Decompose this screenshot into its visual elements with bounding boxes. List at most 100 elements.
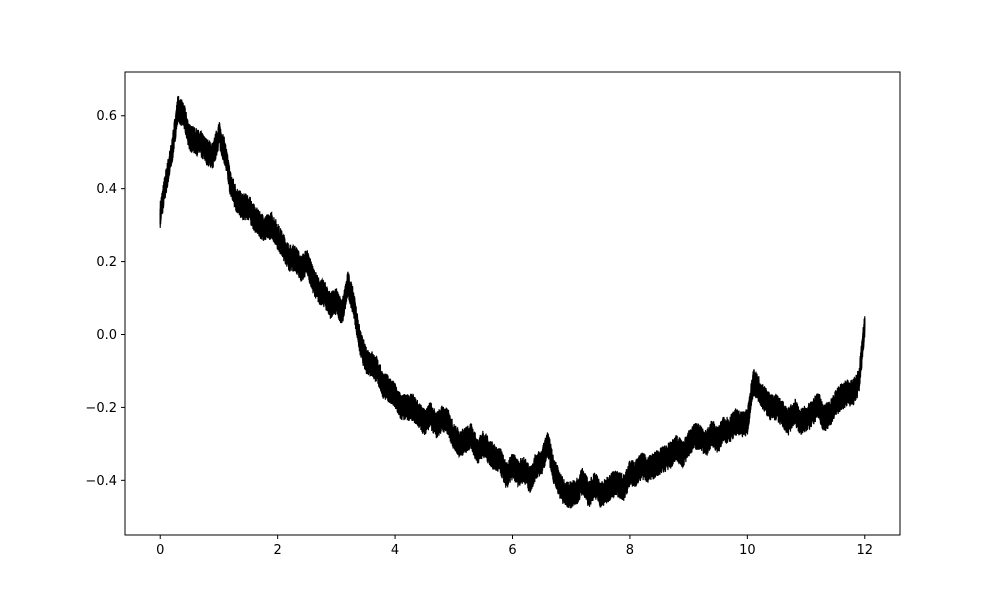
data-point — [159, 213, 162, 215]
data-point — [775, 406, 778, 409]
data-point — [740, 424, 743, 427]
x-tick-label: 12 — [856, 543, 873, 558]
data-point — [376, 370, 379, 372]
data-point — [799, 421, 801, 423]
series-layer — [159, 95, 866, 509]
y-tick-label: 0.2 — [96, 255, 117, 270]
data-point — [341, 311, 344, 314]
data-point — [452, 435, 455, 438]
data-point — [400, 406, 402, 409]
data-point — [294, 257, 297, 259]
data-point — [364, 359, 367, 361]
data-point — [629, 472, 631, 474]
data-point — [259, 224, 261, 226]
data-point — [394, 395, 396, 398]
data-point — [218, 133, 220, 135]
data-point — [476, 450, 479, 452]
data-point — [171, 151, 173, 154]
data-point — [499, 461, 502, 463]
data-point — [206, 151, 208, 154]
data-point — [523, 468, 526, 471]
data-point — [617, 483, 619, 485]
data-point — [681, 453, 684, 456]
data-point — [593, 483, 596, 485]
data-point — [470, 435, 473, 438]
data-point — [670, 453, 672, 456]
data-point — [288, 257, 291, 259]
data-point — [282, 246, 285, 248]
y-tick-label: 0.6 — [96, 109, 117, 124]
data-point — [423, 421, 426, 423]
data-point — [388, 388, 391, 390]
data-point — [317, 289, 320, 292]
data-point — [429, 413, 432, 416]
data-point — [194, 140, 197, 143]
data-point — [734, 421, 737, 423]
data-point — [758, 388, 760, 390]
y-tick-label: −0.2 — [85, 401, 117, 416]
data-point — [834, 402, 837, 405]
y-axis: −0.4 −0.2 0.0 0.2 0.4 0.6 — [85, 109, 125, 489]
data-point — [335, 300, 338, 303]
data-point — [811, 413, 813, 416]
data-point — [464, 439, 467, 442]
data-point — [846, 392, 848, 394]
data-point — [406, 406, 408, 409]
data-point — [787, 421, 790, 423]
data-point — [746, 421, 749, 423]
data-point — [634, 472, 637, 474]
data-point — [488, 450, 490, 452]
data-point — [417, 413, 420, 416]
data-point — [558, 483, 561, 485]
data-point — [517, 472, 520, 474]
x-tick-label: 4 — [391, 543, 399, 558]
data-point — [717, 439, 719, 442]
data-point — [699, 435, 702, 438]
data-point — [494, 457, 496, 460]
data-point — [306, 260, 308, 263]
data-point — [863, 322, 866, 325]
data-point — [458, 443, 461, 445]
data-point — [323, 293, 326, 296]
x-tick-label: 2 — [274, 543, 282, 558]
data-point — [599, 494, 602, 496]
x-tick-label: 8 — [626, 543, 634, 558]
data-point — [611, 483, 614, 485]
data-point — [652, 464, 655, 467]
data-point — [623, 486, 625, 489]
data-point — [359, 340, 361, 343]
data-point — [312, 279, 314, 281]
data-point — [212, 155, 214, 157]
data-point — [535, 464, 537, 467]
data-point — [382, 384, 385, 387]
data-point — [605, 490, 608, 493]
y-tick-label: 0.0 — [96, 328, 117, 343]
data-point — [441, 417, 443, 420]
data-point — [858, 381, 860, 383]
data-point — [182, 114, 185, 117]
data-point — [229, 184, 232, 186]
data-point — [582, 479, 584, 482]
data-point — [165, 180, 167, 183]
data-point — [658, 461, 661, 463]
data-point — [793, 410, 796, 412]
data-point — [764, 399, 766, 401]
data-point — [752, 381, 755, 383]
data-point — [805, 417, 807, 420]
data-point — [265, 227, 267, 230]
x-tick-label: 6 — [508, 543, 516, 558]
data-point — [564, 494, 567, 496]
data-point — [676, 446, 678, 449]
data-point — [177, 107, 179, 110]
data-point — [224, 151, 226, 154]
data-point — [728, 428, 731, 431]
data-point — [852, 392, 854, 394]
data-point — [588, 494, 590, 496]
data-point — [541, 461, 543, 463]
x-axis: 0 2 4 6 8 10 12 — [156, 535, 873, 558]
data-point — [705, 443, 708, 445]
data-point — [576, 490, 578, 493]
data-point — [511, 464, 514, 467]
data-point — [505, 475, 508, 478]
data-point — [329, 304, 332, 307]
